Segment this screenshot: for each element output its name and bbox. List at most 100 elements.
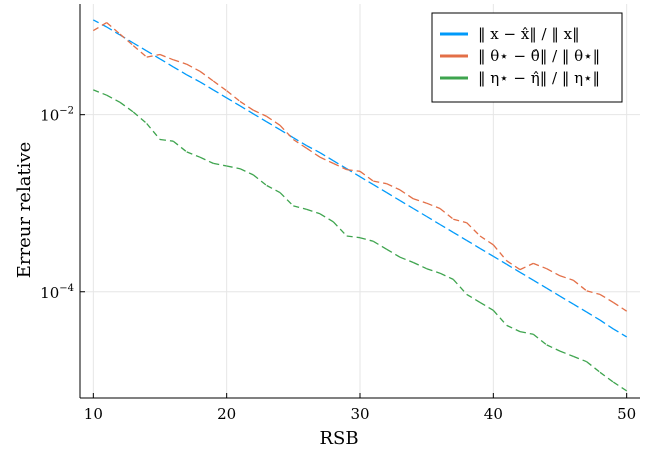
series-3-segment (573, 355, 587, 363)
series-1-segment (572, 303, 588, 313)
series-1-segment (332, 160, 348, 170)
series-1-segment (452, 231, 468, 241)
series-3-segment (372, 240, 388, 250)
series-1-segment (546, 287, 561, 297)
series-2-segment (279, 124, 294, 140)
series-3-segment (93, 89, 107, 96)
series-1-segment (412, 207, 428, 218)
series-1-segment (372, 184, 388, 194)
series-2-segment (146, 53, 161, 58)
series-1-segment (386, 192, 401, 202)
y-ticks: 10−2 10−4 (40, 106, 85, 302)
series-2-segment (519, 262, 534, 271)
series-2-segment (119, 33, 134, 47)
y-tick-label: 10−2 (40, 106, 74, 125)
series-2-segment (359, 170, 374, 182)
series-3-segment (466, 293, 481, 303)
series-2-segment (212, 80, 228, 92)
series-2-segment (186, 63, 201, 72)
series-2-segment (413, 198, 427, 204)
series-3-segment (213, 162, 227, 167)
series-3-segment (439, 272, 454, 280)
series-2-segment (453, 218, 467, 224)
series-2-segment (506, 260, 521, 271)
series-1-segment (292, 137, 308, 147)
x-tick-label: 10 (84, 405, 103, 423)
series-2-segment (599, 293, 614, 303)
series-1-segment (479, 247, 494, 257)
series-1-segment (239, 105, 254, 115)
series-2-segment (546, 268, 561, 277)
series-1-segment (212, 89, 228, 99)
series-1-segment (599, 319, 614, 330)
series-1-segment (586, 311, 601, 321)
series-2-segment (492, 244, 508, 262)
series-1-segment (559, 295, 574, 305)
y-tick-label: 10−4 (40, 283, 74, 302)
series-3-segment (146, 123, 161, 140)
series-3-segment (319, 213, 334, 223)
series-1-segment (359, 176, 374, 186)
legend-label: ‖ θ⋆ − θ̂‖ / ‖ θ⋆‖ (478, 47, 600, 65)
series-2-segment (159, 53, 174, 61)
series-2-segment (266, 115, 281, 126)
series-1-segment (226, 97, 241, 107)
series-2-segment (346, 168, 361, 172)
series-3-segment (386, 248, 401, 258)
series-1-segment (159, 58, 174, 68)
series-2-segment (253, 109, 267, 117)
series-1-segment (186, 74, 201, 83)
series-3-segment (239, 168, 254, 176)
legend-label: ‖ η⋆ − η̂‖ / ‖ η⋆‖ (478, 69, 600, 87)
series-2-segment (226, 90, 241, 102)
series-2-segment (479, 235, 494, 246)
series-1-segment (399, 200, 414, 210)
series-3-segment (559, 350, 574, 358)
series-2-segment (239, 100, 254, 111)
series-3-segment (452, 278, 468, 295)
series-2-segment (333, 162, 347, 171)
series-1-segment (612, 328, 628, 338)
x-tick-label: 30 (350, 405, 369, 423)
series-2-segment (426, 202, 441, 210)
series-3-segment (132, 111, 148, 124)
x-ticks: 10 20 30 40 50 (84, 393, 636, 423)
series-1-segment (252, 113, 268, 123)
series-2-segment (132, 45, 148, 58)
series-2-segment (199, 70, 214, 82)
series-3-segment (359, 237, 374, 242)
series-2-segment (373, 180, 387, 185)
series-3-segment (546, 344, 561, 352)
series-1-segment (172, 66, 188, 76)
series-3-segment (306, 208, 321, 215)
series-3-segment (532, 333, 548, 346)
series-1-segment (506, 263, 521, 273)
legend-label: ‖ x − x̂‖ / ‖ x‖ (478, 25, 580, 43)
series-2-segment (173, 59, 187, 65)
series-1-segment (492, 255, 508, 265)
series-3-segment (172, 140, 188, 153)
series-1-segment (319, 152, 334, 162)
series-1-segment (426, 215, 441, 226)
series-3-segment (479, 301, 494, 311)
series-3-line (93, 89, 628, 392)
series-3-segment (586, 361, 601, 373)
x-tick-label: 50 (617, 405, 636, 423)
series-1-segment (306, 145, 321, 154)
x-tick-label: 40 (484, 405, 503, 423)
series-3-segment (492, 309, 508, 326)
series-3-segment (266, 184, 281, 194)
series-1-segment (439, 223, 454, 233)
series-3-segment (293, 205, 307, 211)
series-3-segment (399, 256, 414, 264)
series-lines (92, 19, 628, 392)
series-3-segment (413, 261, 427, 270)
series-3-segment (599, 371, 614, 383)
series-3-segment (226, 165, 241, 170)
series-2-segment (533, 262, 547, 270)
series-1-segment (519, 271, 534, 281)
series-3-segment (612, 381, 628, 392)
series-1-segment (106, 26, 121, 36)
series-2-segment (572, 279, 588, 292)
